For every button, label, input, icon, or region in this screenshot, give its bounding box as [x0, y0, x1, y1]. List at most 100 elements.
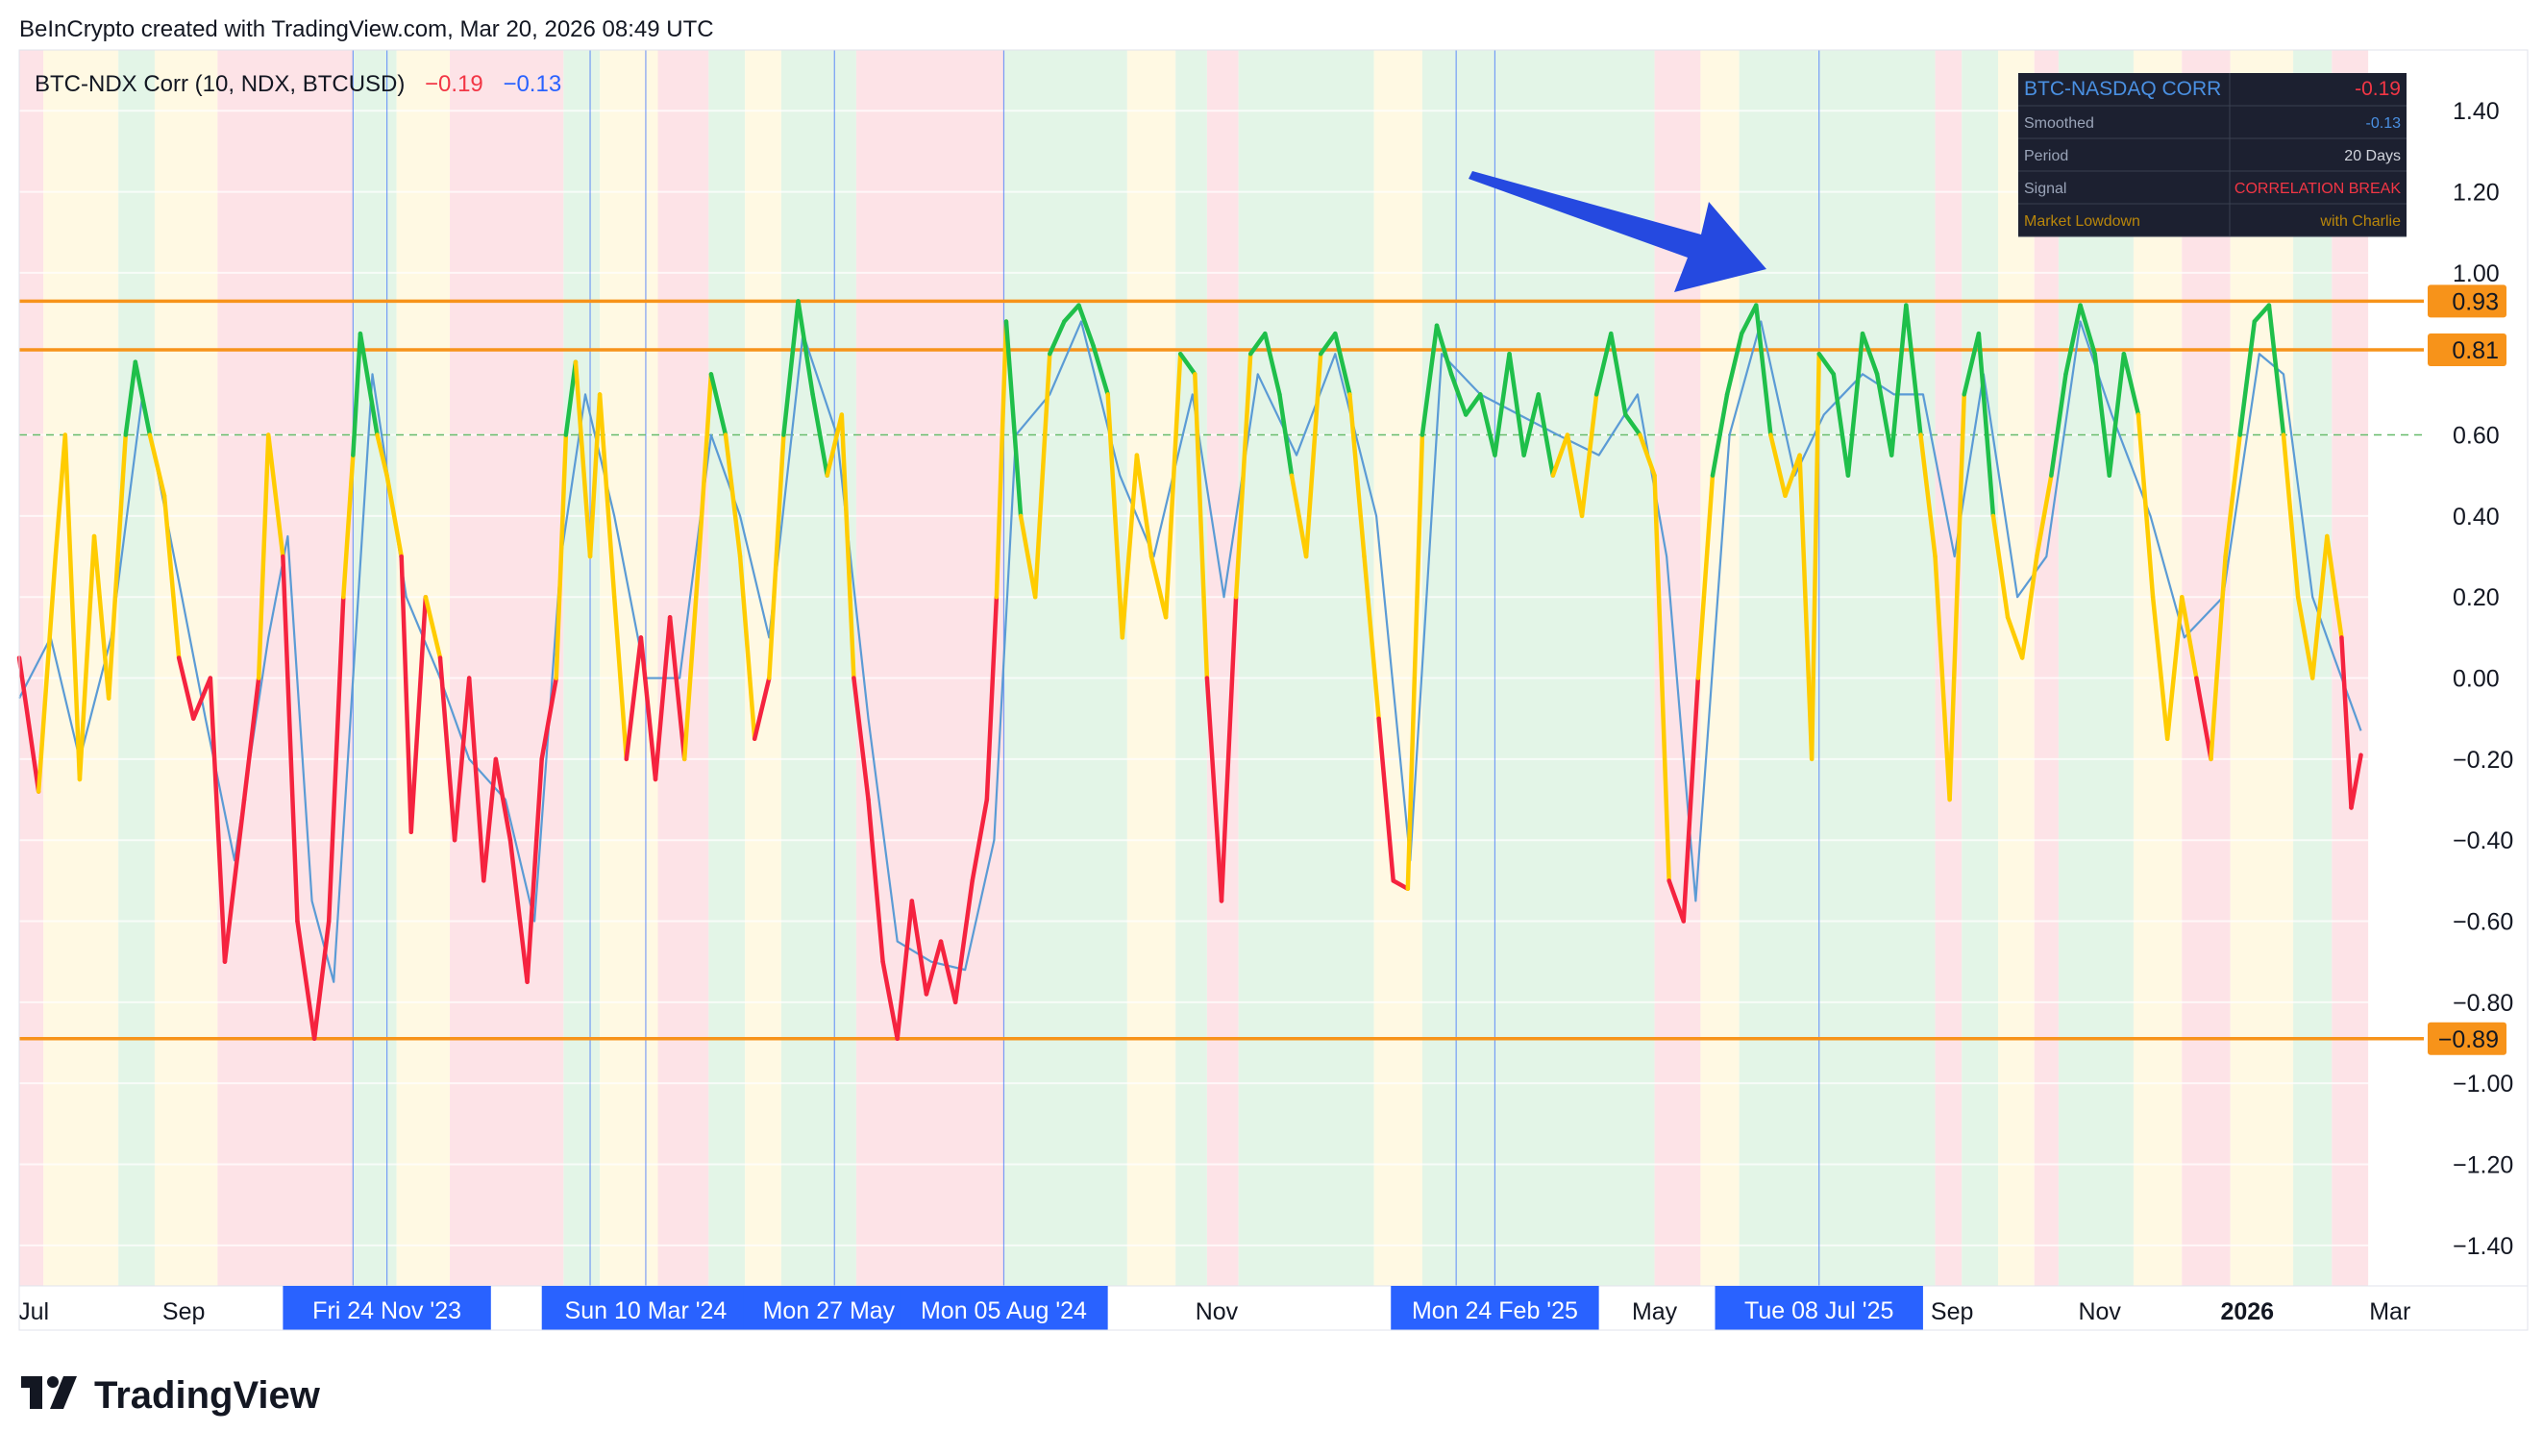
- correlation-segment: [1593, 331, 1614, 397]
- correlation-segment: [423, 594, 443, 660]
- x-tick-label: Sep: [1931, 1298, 1973, 1325]
- correlation-segment: [1163, 351, 1183, 620]
- info-table-value: CORRELATION BREAK: [2234, 181, 2401, 197]
- correlation-segment: [708, 372, 728, 437]
- svg-text:BTC-NDX Corr (10, NDX, BTCUSD): BTC-NDX Corr (10, NDX, BTCUSD) −0.19 −0.…: [35, 71, 561, 97]
- correlation-segment: [1177, 351, 1197, 377]
- correlation-segment: [1652, 473, 1671, 883]
- background-band: [1935, 50, 1963, 1286]
- correlation-segment: [1048, 319, 1067, 357]
- background-band: [353, 50, 397, 1286]
- background-band: [450, 50, 564, 1286]
- correlation-segment: [2223, 432, 2242, 559]
- y-tick-label: −1.00: [2453, 1071, 2513, 1098]
- info-table-background: [2018, 73, 2407, 236]
- correlation-segment: [1204, 676, 1224, 903]
- correlation-segment: [796, 299, 815, 397]
- background-band: [1175, 50, 1207, 1286]
- correlation-segment: [222, 797, 247, 964]
- correlation-segment: [2019, 554, 2039, 660]
- correlation-segment: [16, 655, 41, 794]
- level-badge: [2428, 284, 2506, 318]
- background-band: [154, 50, 218, 1286]
- background-band: [708, 50, 746, 1286]
- correlation-segment: [638, 635, 658, 782]
- correlation-segment: [62, 432, 83, 782]
- correlation-segment: [2164, 594, 2185, 742]
- correlation-segment: [1724, 331, 1744, 397]
- smoothed-series-line: [18, 320, 2362, 983]
- correlation-segment: [1579, 392, 1599, 519]
- background-band: [2182, 50, 2231, 1286]
- level-badge-label: 0.93: [2452, 288, 2499, 315]
- y-tick-label: 1.00: [2453, 260, 2500, 287]
- y-tick-label: 0.40: [2453, 504, 2500, 531]
- series-lines: [16, 299, 2363, 1042]
- y-tick-label: −1.40: [2453, 1233, 2513, 1260]
- correlation-segment: [133, 359, 153, 437]
- background-band: [1238, 50, 1374, 1286]
- correlation-segment: [1933, 554, 1952, 802]
- correlation-segment: [952, 878, 975, 1005]
- correlation-segment: [2349, 753, 2363, 810]
- correlation-segment: [1550, 432, 1570, 478]
- y-tick-label: 0.00: [2453, 666, 2500, 693]
- y-tick-label: −0.80: [2453, 990, 2513, 1017]
- background-band: [780, 50, 856, 1286]
- tradingview-logo: TradingView: [21, 1374, 321, 1417]
- info-table-value: -0.13: [2366, 115, 2402, 132]
- background-band: [118, 50, 155, 1286]
- correlation-segment: [106, 432, 129, 701]
- date-marker-box: [1715, 1286, 1923, 1330]
- correlation-segment: [866, 797, 885, 964]
- date-marker-box: [1391, 1286, 1599, 1330]
- correlation-segment: [1289, 473, 1309, 559]
- correlation-segment: [1609, 331, 1628, 417]
- date-marker-label: Fri 24 Nov '23: [312, 1297, 461, 1324]
- correlation-segment: [1032, 351, 1052, 600]
- background-band: [2230, 50, 2294, 1286]
- correlation-segment: [880, 959, 900, 1042]
- header-credit: BeInCrypto created with TradingView.com,…: [19, 16, 714, 42]
- date-marker-box: [283, 1286, 491, 1330]
- correlation-segment: [358, 331, 380, 437]
- correlation-segment: [984, 594, 1000, 802]
- correlation-segment: [1565, 432, 1585, 519]
- correlation-segment: [970, 797, 990, 883]
- correlation-segment: [2005, 615, 2025, 660]
- chart-frame: [18, 49, 2529, 1331]
- background-band: [1126, 50, 1176, 1286]
- correlation-segment: [525, 756, 544, 985]
- correlation-segment: [1710, 392, 1730, 478]
- correlation-segment: [1695, 473, 1716, 680]
- correlation-segment: [1904, 303, 1923, 437]
- correlation-segment: [2325, 533, 2344, 640]
- correlation-segment: [1536, 392, 1556, 478]
- date-marker-label: Mon 24 Feb '25: [1412, 1297, 1578, 1324]
- legend: BTC-NDX Corr (10, NDX, BTCUSD) −0.19 −0.…: [35, 71, 561, 97]
- info-table-label: BTC-NASDAQ CORR: [2024, 78, 2221, 100]
- correlation-segment: [1816, 351, 1837, 377]
- correlation-segment: [667, 615, 687, 762]
- correlation-segment: [1091, 343, 1110, 397]
- background-band: [1962, 50, 1998, 1286]
- correlation-segment: [1783, 453, 1802, 499]
- background-band: [1421, 50, 1655, 1286]
- correlation-segment: [2237, 319, 2258, 437]
- correlation-segment: [1681, 676, 1701, 924]
- correlation-segment: [1247, 331, 1268, 357]
- level-badge: [2428, 333, 2506, 367]
- correlation-segment: [994, 319, 1009, 600]
- correlation-segment: [1797, 453, 1815, 762]
- correlation-segment: [909, 899, 929, 997]
- info-table-value: -0.19: [2355, 78, 2401, 100]
- x-tick-label: Nov: [2078, 1298, 2121, 1325]
- background-band: [855, 50, 1004, 1286]
- correlation-segment: [2281, 432, 2301, 600]
- y-tick-label: −0.40: [2453, 827, 2513, 854]
- correlation-segment: [281, 554, 300, 924]
- x-axis: JulSepNovMaySepNov2026MarFFri 24 Nov '23…: [18, 1285, 2528, 1330]
- correlation-segment: [1303, 351, 1323, 559]
- correlation-segment: [36, 554, 59, 794]
